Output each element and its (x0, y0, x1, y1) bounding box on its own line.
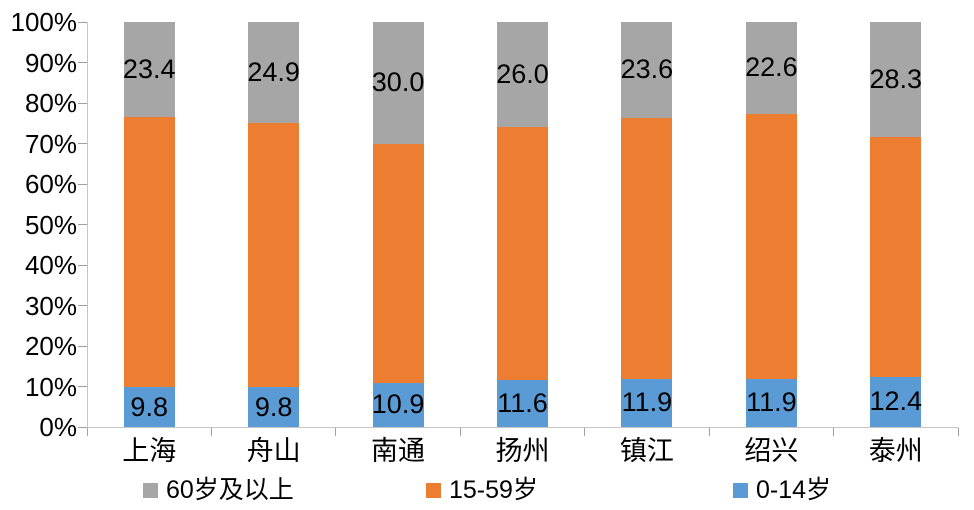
x-axis-category-label: 镇江 (619, 436, 674, 466)
y-axis-tick-label: 20% (24, 331, 77, 361)
x-axis-tick (210, 428, 212, 436)
bar-segment: 30.0 (371, 22, 425, 144)
bar-segment: 26.0 (496, 22, 549, 128)
bar-segment: 24.9 (247, 22, 300, 123)
bar-segment: 10.9 (371, 382, 425, 427)
x-axis-category-label: 舟山 (246, 436, 301, 466)
legend-swatch (426, 482, 441, 498)
y-axis-tick-label: 90% (24, 47, 77, 78)
bar-segment: 11.9 (621, 378, 673, 427)
bar-value-label: 9.8 (254, 391, 293, 422)
bar-value-label: 11.9 (621, 387, 673, 418)
legend-label: 60岁及以上 (166, 476, 294, 504)
bar-value-label: 28.3 (869, 63, 923, 94)
bar-segment (372, 143, 424, 383)
y-axis-tick (78, 345, 87, 347)
legend-label: 15-59岁 (449, 476, 538, 504)
x-axis-category-label: 南通 (371, 436, 426, 466)
bar-segment: 11.9 (745, 378, 797, 427)
bar-value-label: 22.6 (745, 52, 798, 83)
y-axis-tick (78, 426, 87, 428)
y-axis-tick (78, 62, 87, 63)
bar-segment: 9.8 (248, 387, 300, 427)
x-axis-tick (833, 428, 835, 436)
x-axis-category-label: 上海 (122, 436, 177, 466)
y-axis-tick (78, 183, 87, 185)
y-axis-tick-label: 0% (39, 412, 77, 442)
legend-swatch (143, 482, 158, 498)
y-axis-tick-label: 40% (24, 250, 77, 280)
x-axis-tick (584, 428, 586, 436)
x-axis-tick (335, 428, 337, 436)
bar-value-label: 10.9 (371, 389, 425, 420)
x-axis-line (87, 427, 958, 428)
bar-segment (745, 113, 797, 379)
bar-value-label: 11.9 (746, 387, 797, 418)
legend-label: 0-14岁 (756, 476, 832, 504)
y-axis-tick (78, 224, 87, 225)
x-axis-category-label: 泰州 (868, 436, 923, 466)
bar-segment (248, 122, 300, 388)
y-axis-tick-label: 10% (24, 371, 77, 402)
legend-item: 0-14岁 (733, 476, 831, 504)
bar-value-label: 26.0 (496, 59, 549, 90)
bar-segment (497, 127, 548, 381)
y-axis-tick-label: 70% (24, 128, 77, 159)
legend-item: 60岁及以上 (143, 476, 294, 504)
legend-item: 15-59岁 (426, 476, 538, 504)
bar-value-label: 11.6 (497, 388, 548, 418)
bar-segment: 11.6 (497, 380, 548, 427)
y-axis-line (87, 22, 88, 427)
bar-segment: 22.6 (745, 22, 798, 114)
bar-value-label: 30.0 (371, 67, 425, 98)
bar-segment: 28.3 (869, 22, 923, 137)
bar-value-label: 9.8 (130, 391, 168, 422)
y-axis-tick-label: 30% (24, 290, 77, 321)
bar-value-label: 23.4 (122, 53, 176, 84)
bar-segment: 12.4 (869, 376, 923, 427)
bar-value-label: 23.6 (620, 54, 674, 85)
y-axis-tick-label: 50% (24, 209, 77, 240)
bar-segment (870, 136, 922, 377)
y-axis-tick (78, 264, 87, 266)
bar-segment (123, 116, 175, 388)
bar-segment: 23.4 (122, 22, 176, 117)
y-axis-tick-label: 80% (24, 88, 77, 118)
x-axis-tick (86, 428, 88, 436)
x-axis-category-label: 扬州 (495, 436, 550, 466)
x-axis-tick (708, 428, 710, 436)
bar-segment (621, 117, 673, 379)
bar-value-label: 12.4 (869, 386, 923, 417)
bar-segment: 9.8 (123, 387, 175, 427)
y-axis-tick (78, 305, 87, 306)
y-axis-tick (78, 21, 87, 23)
bar-value-label: 24.9 (247, 56, 300, 87)
bar-segment: 23.6 (620, 22, 674, 118)
x-axis-tick (957, 428, 959, 436)
x-axis-category-label: 绍兴 (744, 436, 799, 466)
y-axis-tick (78, 386, 87, 387)
legend-swatch (733, 482, 748, 498)
x-axis-tick (459, 428, 461, 436)
y-axis-tick (78, 143, 87, 144)
y-axis-tick-label: 100% (10, 7, 78, 37)
y-axis-tick (78, 102, 87, 104)
y-axis-tick-label: 60% (24, 169, 77, 199)
